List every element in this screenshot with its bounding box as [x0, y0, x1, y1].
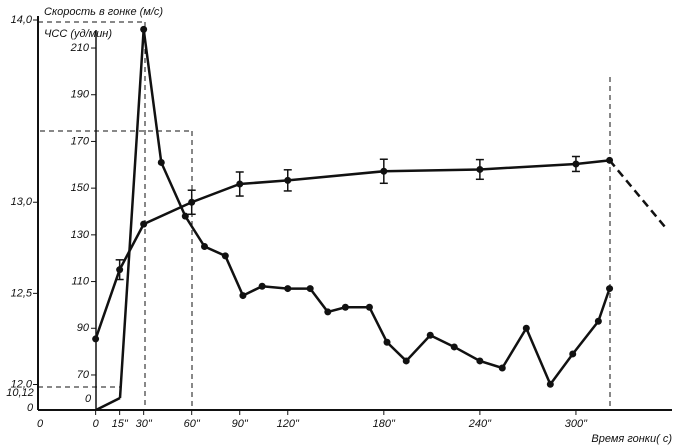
point	[476, 357, 484, 365]
annotation: 0	[85, 393, 92, 405]
point	[181, 212, 189, 220]
y2-axis-label: ЧСС (уд/мин)	[44, 28, 112, 40]
point	[324, 308, 332, 316]
y2-tick-label: 210	[70, 42, 90, 54]
y-tick-label: 13,0	[11, 196, 33, 208]
point	[116, 266, 124, 274]
guide-lines	[38, 21, 611, 410]
y-axis-label: Скорость в гонке (м/с)	[44, 6, 163, 18]
point	[383, 338, 391, 346]
point	[140, 220, 148, 228]
y-tick-label: 14,0	[11, 14, 33, 26]
x-tick-label: 60"	[184, 418, 201, 430]
x-tick-label: 120"	[277, 418, 300, 430]
series-line	[608, 159, 669, 231]
point	[569, 350, 577, 358]
y2-tick-label: 170	[71, 135, 90, 147]
point	[476, 165, 484, 173]
point	[239, 292, 247, 300]
x-tick-label: 300"	[565, 418, 588, 430]
point	[522, 324, 530, 332]
point	[236, 180, 244, 188]
point	[365, 303, 373, 311]
hr-start	[95, 396, 121, 412]
point	[450, 343, 458, 351]
point	[341, 303, 349, 311]
point	[594, 317, 602, 325]
point	[426, 331, 434, 339]
point	[157, 158, 165, 166]
point	[284, 285, 292, 293]
x-tick-label: 180"	[373, 418, 396, 430]
annotation: 10,12	[6, 387, 34, 399]
point	[380, 167, 388, 175]
point	[606, 285, 614, 293]
point	[498, 364, 506, 372]
point	[92, 335, 100, 343]
x-tick-label: 240"	[468, 418, 492, 430]
x-tick-label: 30"	[136, 418, 153, 430]
x-tick-label: 90"	[232, 418, 249, 430]
point	[188, 198, 196, 206]
y2-tick-label: 70	[77, 369, 90, 381]
y-tick-label: 12,0	[11, 378, 33, 390]
x-axis-label: Время гонки( с)	[591, 433, 672, 445]
point	[402, 357, 410, 365]
series-line	[118, 29, 611, 399]
y2-tick-label: 190	[71, 89, 90, 101]
point	[140, 25, 148, 33]
point	[546, 380, 554, 388]
annotation: 0	[27, 402, 34, 414]
y-tick-label: 12,5	[11, 287, 33, 299]
point	[201, 243, 209, 251]
y2-tick-label: 130	[71, 229, 90, 241]
annotation: 0	[37, 418, 44, 430]
x-tick-label: 15"	[112, 418, 129, 430]
point	[221, 252, 229, 260]
point	[572, 160, 580, 168]
series-line	[94, 159, 610, 340]
y2-tick-label: 90	[77, 322, 90, 334]
x-tick-label: 0	[93, 418, 100, 430]
y2-tick-label: 150	[71, 182, 90, 194]
point	[306, 285, 314, 293]
y2-tick-label: 110	[71, 275, 89, 287]
point	[284, 176, 292, 184]
point	[258, 282, 266, 290]
